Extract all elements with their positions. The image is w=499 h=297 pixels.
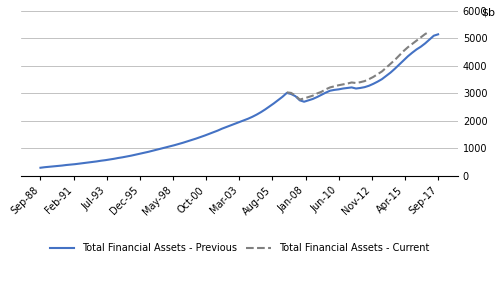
Total Financial Assets - Current [318, 90, 324, 94]
Total Financial Assets - Current [284, 91, 290, 94]
Total Financial Assets - Current [392, 58, 398, 62]
Total Financial Assets - Current [288, 91, 294, 95]
Total Financial Assets - Current [305, 95, 311, 99]
Total Financial Assets - Current [422, 32, 428, 36]
Total Financial Assets - Previous [102, 158, 108, 162]
Total Financial Assets - Current [353, 81, 359, 85]
Total Financial Assets - Previous [237, 120, 243, 124]
Total Financial Assets - Current [427, 30, 433, 33]
Total Financial Assets - Current [401, 49, 407, 53]
Total Financial Assets - Current [366, 78, 372, 81]
Total Financial Assets - Current [344, 82, 350, 85]
Total Financial Assets - Current [418, 36, 424, 39]
Total Financial Assets - Previous [120, 156, 126, 159]
Total Financial Assets - Current [375, 72, 381, 76]
Total Financial Assets - Current [349, 81, 355, 84]
Total Financial Assets - Current [314, 92, 320, 95]
Total Financial Assets - Current [357, 80, 363, 84]
Total Financial Assets - Current [310, 94, 316, 97]
Legend: Total Financial Assets - Previous, Total Financial Assets - Current: Total Financial Assets - Previous, Total… [46, 239, 433, 257]
Total Financial Assets - Current [327, 86, 333, 89]
Total Financial Assets - Current [292, 94, 298, 97]
Total Financial Assets - Previous [353, 87, 359, 90]
Total Financial Assets - Current [336, 83, 342, 87]
Total Financial Assets - Current [388, 62, 394, 66]
Total Financial Assets - Current [414, 39, 420, 42]
Total Financial Assets - Current [396, 54, 402, 57]
Total Financial Assets - Previous [89, 160, 95, 164]
Total Financial Assets - Previous [435, 33, 441, 36]
Total Financial Assets - Current [370, 75, 376, 79]
Total Financial Assets - Current [383, 66, 389, 69]
Total Financial Assets - Previous [314, 95, 320, 99]
Line: Total Financial Assets - Previous: Total Financial Assets - Previous [40, 34, 438, 168]
Total Financial Assets - Current [301, 97, 307, 100]
Total Financial Assets - Current [340, 83, 346, 86]
Total Financial Assets - Previous [37, 166, 43, 170]
Y-axis label: $b: $b [482, 8, 496, 18]
Total Financial Assets - Current [331, 85, 337, 88]
Line: Total Financial Assets - Current: Total Financial Assets - Current [287, 31, 430, 99]
Total Financial Assets - Current [379, 70, 385, 73]
Total Financial Assets - Current [405, 45, 411, 49]
Total Financial Assets - Current [297, 98, 303, 101]
Total Financial Assets - Current [323, 88, 329, 91]
Total Financial Assets - Current [409, 42, 415, 46]
Total Financial Assets - Current [362, 79, 368, 83]
